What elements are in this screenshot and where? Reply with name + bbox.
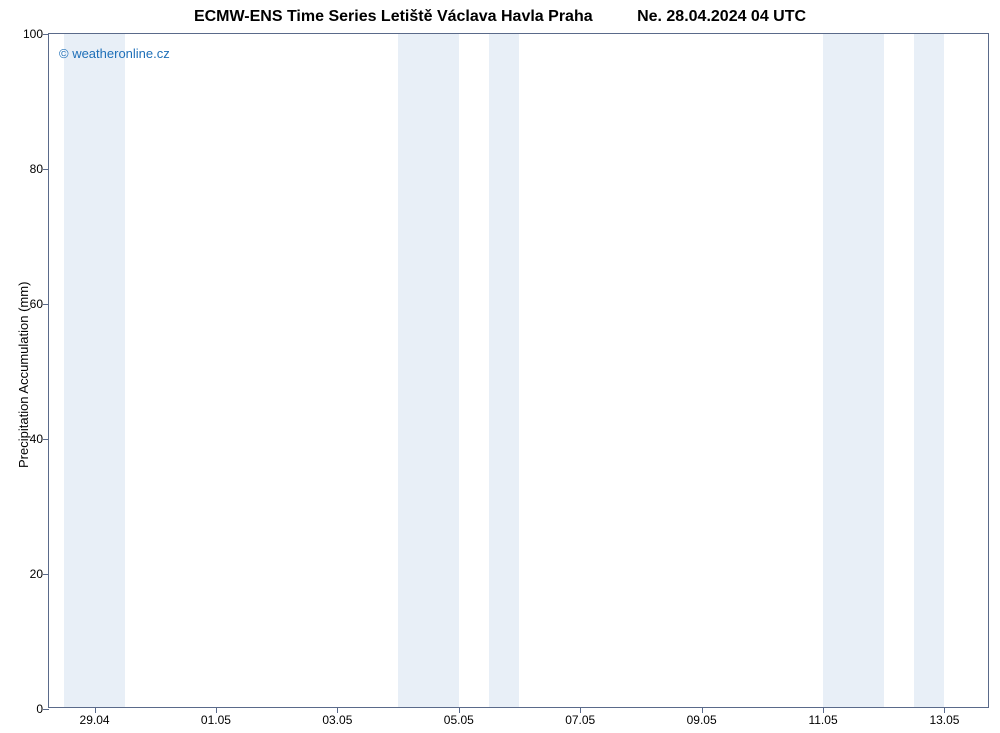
title-right: Ne. 28.04.2024 04 UTC	[637, 8, 806, 26]
y-tick-mark	[43, 574, 49, 575]
background-band	[489, 34, 519, 707]
y-tick-mark	[43, 169, 49, 170]
x-tick-mark	[459, 707, 460, 713]
y-tick-mark	[43, 709, 49, 710]
x-tick-mark	[580, 707, 581, 713]
background-band	[914, 34, 944, 707]
x-tick-mark	[95, 707, 96, 713]
x-tick-mark	[823, 707, 824, 713]
x-tick-mark	[216, 707, 217, 713]
y-tick-mark	[43, 439, 49, 440]
x-tick-mark	[702, 707, 703, 713]
plot-area: © weatheronline.cz 02040608010029.0401.0…	[48, 33, 989, 708]
background-band	[64, 34, 125, 707]
watermark: © weatheronline.cz	[59, 46, 170, 61]
background-band	[398, 34, 459, 707]
y-tick-mark	[43, 34, 49, 35]
x-tick-mark	[337, 707, 338, 713]
y-tick-mark	[43, 304, 49, 305]
background-band	[823, 34, 884, 707]
x-tick-mark	[944, 707, 945, 713]
chart-title: ECMW-ENS Time Series Letiště Václava Hav…	[0, 8, 1000, 26]
title-left: ECMW-ENS Time Series Letiště Václava Hav…	[194, 8, 593, 26]
chart-container: ECMW-ENS Time Series Letiště Václava Hav…	[0, 0, 1000, 733]
